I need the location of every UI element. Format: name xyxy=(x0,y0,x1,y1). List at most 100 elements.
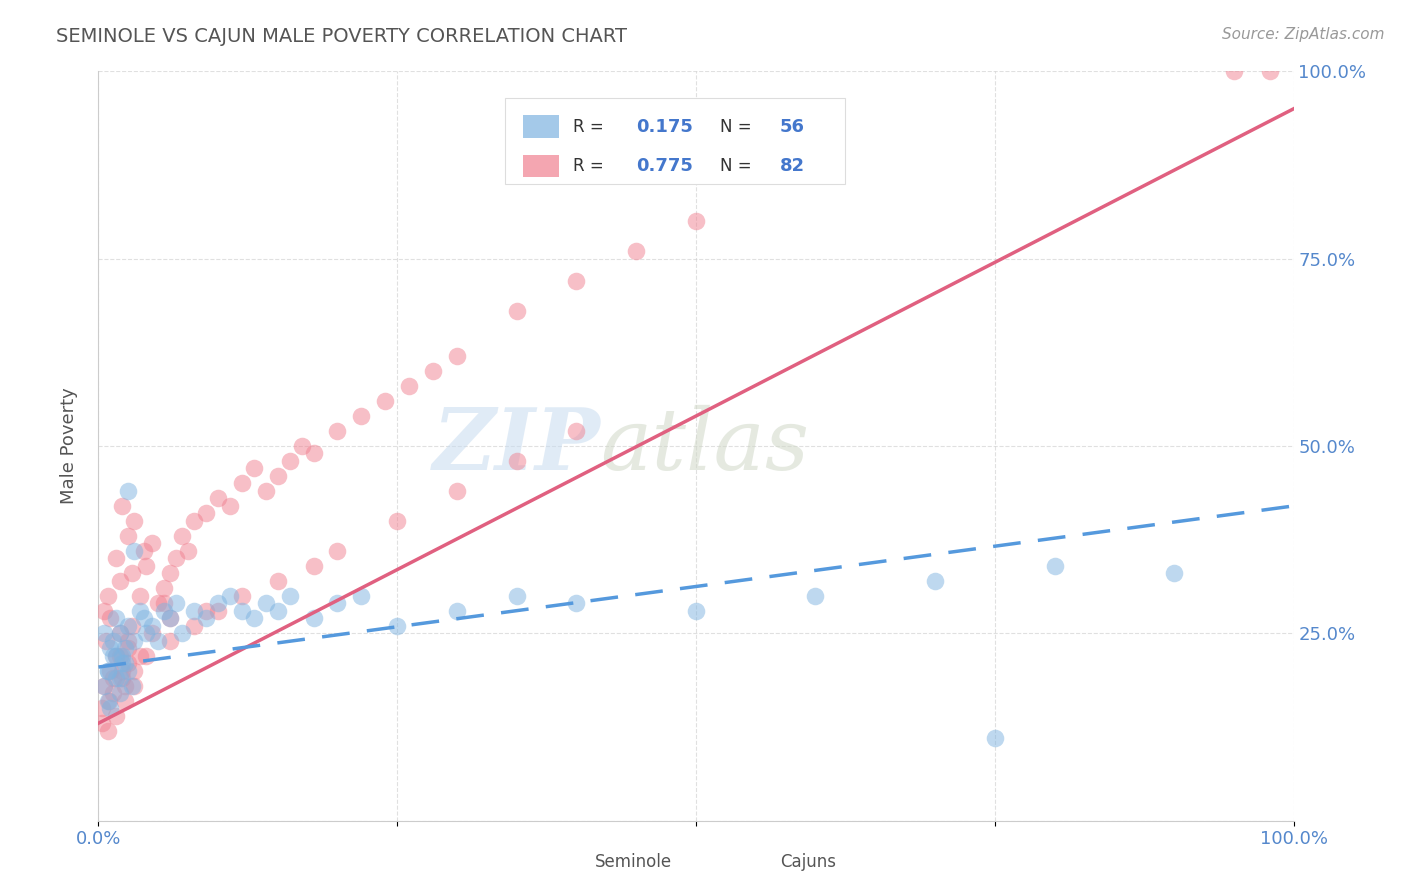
Point xyxy=(207,604,229,618)
Point xyxy=(132,544,155,558)
Text: 0.775: 0.775 xyxy=(637,157,693,175)
Point xyxy=(105,708,128,723)
Point xyxy=(101,686,124,700)
Text: Seminole: Seminole xyxy=(595,853,672,871)
Point xyxy=(302,611,325,625)
Point xyxy=(105,611,128,625)
Point xyxy=(97,723,120,738)
Text: Source: ZipAtlas.com: Source: ZipAtlas.com xyxy=(1222,27,1385,42)
Y-axis label: Male Poverty: Male Poverty xyxy=(59,388,77,504)
Point xyxy=(924,574,946,588)
Point xyxy=(93,626,115,640)
Point xyxy=(114,641,136,656)
Point xyxy=(135,648,157,663)
Point xyxy=(93,604,115,618)
Point xyxy=(108,626,131,640)
Point xyxy=(177,544,200,558)
Point xyxy=(159,611,181,625)
Point xyxy=(124,679,146,693)
Point xyxy=(626,244,648,259)
Point xyxy=(101,648,124,663)
Point xyxy=(565,274,588,288)
Point xyxy=(172,626,194,640)
Point xyxy=(172,529,194,543)
Point xyxy=(105,648,128,663)
Text: 56: 56 xyxy=(780,118,804,136)
Bar xyxy=(523,115,558,137)
Point xyxy=(108,686,131,700)
Bar xyxy=(738,852,773,871)
Text: SEMINOLE VS CAJUN MALE POVERTY CORRELATION CHART: SEMINOLE VS CAJUN MALE POVERTY CORRELATI… xyxy=(56,27,627,45)
Point xyxy=(1223,64,1246,78)
Point xyxy=(108,574,131,588)
Point xyxy=(267,574,290,588)
Text: Cajuns: Cajuns xyxy=(779,853,835,871)
Point xyxy=(114,694,136,708)
Point xyxy=(446,483,468,498)
Point xyxy=(114,657,136,671)
Point xyxy=(117,641,139,656)
Point xyxy=(804,589,827,603)
Text: atlas: atlas xyxy=(600,405,810,487)
Point xyxy=(984,731,1007,746)
Point xyxy=(97,589,120,603)
Point xyxy=(148,596,170,610)
Point xyxy=(565,424,588,438)
Point xyxy=(98,701,122,715)
Point xyxy=(98,611,122,625)
Point xyxy=(111,499,134,513)
Point xyxy=(141,626,163,640)
Text: 82: 82 xyxy=(780,157,804,175)
Point xyxy=(91,716,114,731)
Point xyxy=(97,664,120,678)
Point xyxy=(506,454,529,468)
Point xyxy=(385,619,409,633)
Point xyxy=(278,589,301,603)
Point xyxy=(506,304,529,318)
Point xyxy=(326,544,349,558)
Point xyxy=(219,499,242,513)
Point xyxy=(117,633,139,648)
Point xyxy=(124,664,146,678)
Bar xyxy=(553,852,589,871)
Point xyxy=(231,476,253,491)
Point xyxy=(278,454,301,468)
Point xyxy=(326,424,349,438)
Point xyxy=(135,626,157,640)
Point xyxy=(422,364,444,378)
Point xyxy=(254,483,277,498)
Point xyxy=(114,679,136,693)
Point xyxy=(94,633,117,648)
Point xyxy=(254,596,277,610)
Point xyxy=(111,648,134,663)
Point xyxy=(111,657,134,671)
Point xyxy=(105,671,128,685)
Point xyxy=(111,664,134,678)
Point xyxy=(1043,558,1066,573)
Point xyxy=(374,394,396,409)
Point xyxy=(446,349,468,363)
Point xyxy=(117,529,139,543)
Point xyxy=(105,648,128,663)
Text: R =: R = xyxy=(572,118,614,136)
Point xyxy=(105,551,128,566)
Point xyxy=(93,679,115,693)
Bar xyxy=(523,154,558,178)
Point xyxy=(153,604,176,618)
Point xyxy=(153,582,176,596)
Point xyxy=(243,611,266,625)
Point xyxy=(97,664,120,678)
Point xyxy=(207,596,229,610)
Point xyxy=(302,446,325,460)
Point xyxy=(350,409,373,423)
Point xyxy=(219,589,242,603)
Text: N =: N = xyxy=(720,157,756,175)
Point xyxy=(117,483,139,498)
Point xyxy=(124,633,146,648)
Point xyxy=(135,558,157,573)
Point xyxy=(159,566,181,581)
Point xyxy=(153,596,176,610)
Point xyxy=(124,514,146,528)
Point xyxy=(267,469,290,483)
Point xyxy=(148,633,170,648)
